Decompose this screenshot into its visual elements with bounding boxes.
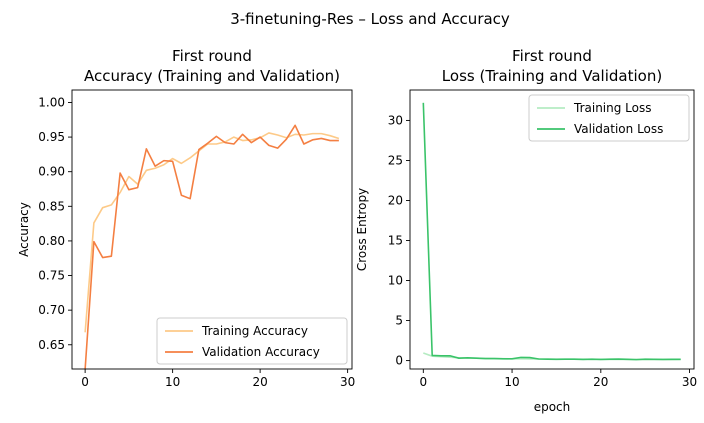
subplot-title-line2: Loss (Training and Validation) xyxy=(442,67,662,85)
x-tick-label: 10 xyxy=(165,375,180,389)
legend-label: Training Loss xyxy=(573,101,651,115)
y-tick-label: 15 xyxy=(388,234,403,248)
x-tick-label: 0 xyxy=(419,375,427,389)
y-tick-label: 25 xyxy=(388,153,403,167)
x-tick-label: 0 xyxy=(81,375,89,389)
accuracy-subplot: 0 10 20 30 0.65 0.70 0.75 0.80 0.85 0.90 0.95 1.00 F… xyxy=(17,47,355,389)
legend: Training Accuracy Validation Accuracy xyxy=(156,317,348,365)
legend-box xyxy=(156,317,348,365)
legend: Training Loss Validation Loss xyxy=(528,94,690,142)
x-tick-label: 30 xyxy=(682,375,697,389)
y-tick-label: 0.85 xyxy=(38,199,65,213)
figure-suptitle: 3-finetuning-Res – Loss and Accuracy xyxy=(230,10,510,28)
series-line-training-accuracy xyxy=(84,132,340,333)
legend-box xyxy=(528,94,690,142)
legend-label: Validation Accuracy xyxy=(202,345,320,359)
y-axis-label: Accuracy xyxy=(17,202,31,257)
y-tick-label: 5 xyxy=(395,314,403,328)
y-tick-label: 10 xyxy=(388,274,403,288)
x-tick-label: 10 xyxy=(504,375,519,389)
loss-subplot: 0 10 20 30 0 5 10 15 20 25 30 First round Loss (Trai… xyxy=(355,47,697,414)
x-tick-label: 30 xyxy=(340,375,355,389)
x-axis-label: epoch xyxy=(534,400,571,414)
x-tick-label: 20 xyxy=(252,375,267,389)
legend-label: Training Accuracy xyxy=(201,324,308,338)
series-line-validation-accuracy xyxy=(84,124,339,369)
series-line-validation-loss xyxy=(422,102,681,361)
y-tick-label: 0.95 xyxy=(38,130,65,144)
plot-frame xyxy=(71,89,353,370)
y-tick-label: 0.90 xyxy=(38,165,65,179)
subplot-title-line1: First round xyxy=(512,47,592,65)
y-tick-label: 0.70 xyxy=(38,303,65,317)
y-tick-label: 0.80 xyxy=(38,234,65,248)
plot-frame xyxy=(409,89,695,370)
y-tick-label: 0 xyxy=(395,354,403,368)
y-tick-label: 1.00 xyxy=(38,95,65,109)
y-tick-label: 30 xyxy=(388,113,403,127)
subplot-title-line1: First round xyxy=(172,47,252,65)
legend-label: Validation Loss xyxy=(574,122,663,136)
subplot-title-line2: Accuracy (Training and Validation) xyxy=(84,67,340,85)
y-axis-label: Cross Entropy xyxy=(355,188,369,271)
y-tick-label: 0.75 xyxy=(38,269,65,283)
y-tick-label: 20 xyxy=(388,193,403,207)
y-tick-label: 0.65 xyxy=(38,338,65,352)
x-tick-label: 20 xyxy=(593,375,608,389)
